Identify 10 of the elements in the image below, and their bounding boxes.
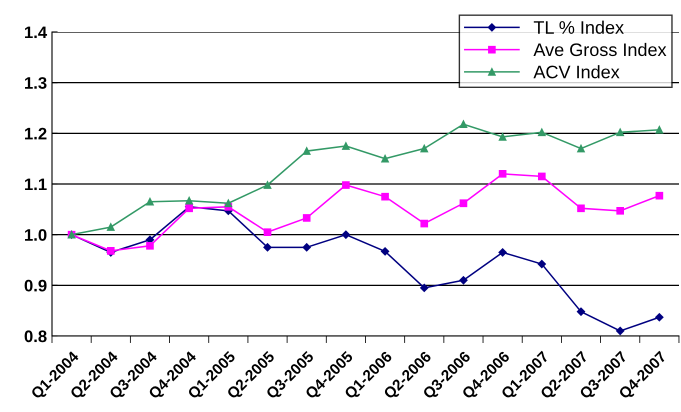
y-tick-label: 1.2	[25, 128, 46, 140]
legend-label: ACV Index	[533, 65, 620, 78]
y-tick-label: 0.8	[24, 330, 47, 342]
legend-label: Ave Gross Index	[533, 42, 666, 56]
y-tick-label: 1.4	[25, 26, 48, 38]
y-tick-label: 1.0	[25, 229, 46, 241]
y-tick-label: 1.3	[25, 77, 47, 89]
y-tick-label: 0.9	[24, 280, 47, 292]
y-tick-label: 1.1	[25, 178, 47, 190]
legend-label: TL % Index	[534, 20, 624, 34]
